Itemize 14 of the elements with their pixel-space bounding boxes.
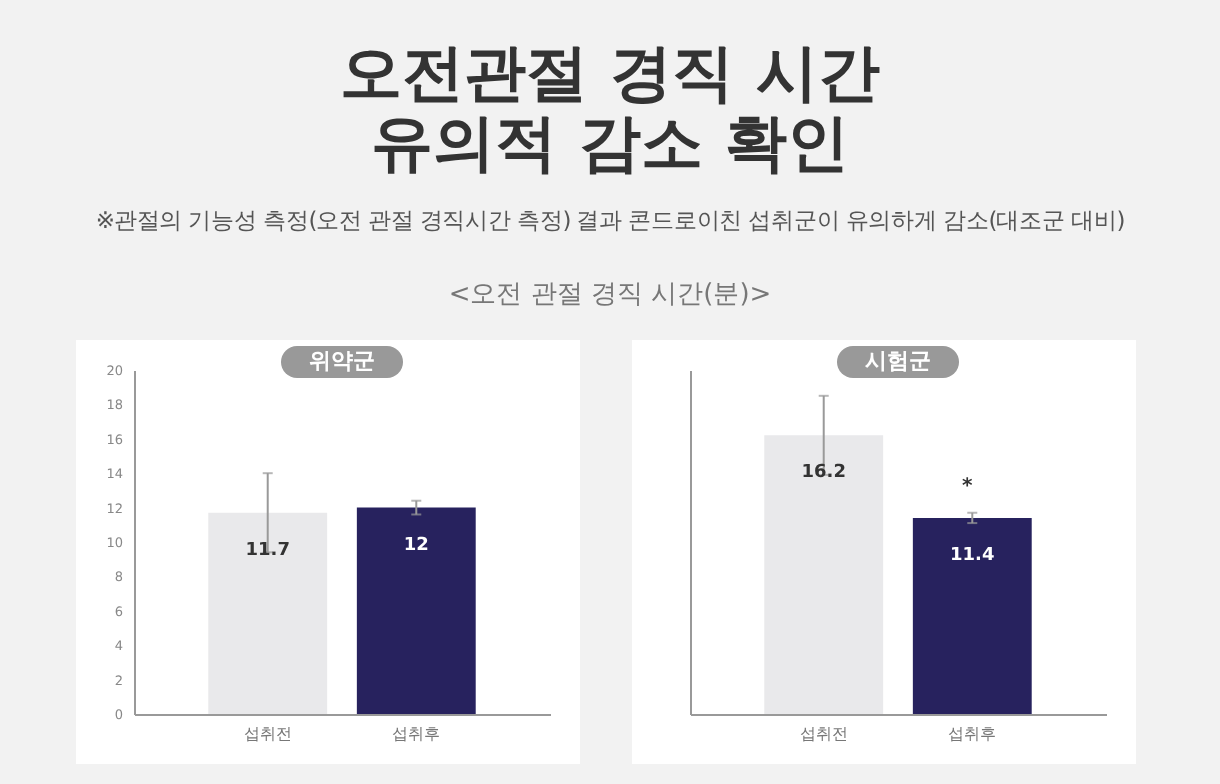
text: ※관절의 기능성 측정(오전 관절 경직시간 측정) 결과 콘드로이친 섭취군이 유의하게 감소(대조군 대비) (93, 206, 1127, 236)
chart-title: 위약군 (281, 346, 403, 378)
chart-title: 시험군 (837, 346, 959, 378)
x-tick-label: 섭취후 (392, 725, 441, 743)
x-tick-label: 섭취전 (799, 725, 848, 743)
data-label: 11.4 (950, 545, 995, 566)
text: 오전관절 경직 시간 유의적 감소 확인 (338, 38, 882, 180)
text: <오전 관절 경직 시간(분)> (446, 278, 774, 312)
annotation: * (962, 476, 973, 498)
data-label: 12 (403, 535, 429, 556)
data-label: 11.7 (245, 540, 290, 561)
x-tick-label: 섭취전 (243, 725, 292, 743)
data-label: 16.2 (801, 463, 846, 484)
x-tick-label: 섭취후 (948, 725, 997, 743)
